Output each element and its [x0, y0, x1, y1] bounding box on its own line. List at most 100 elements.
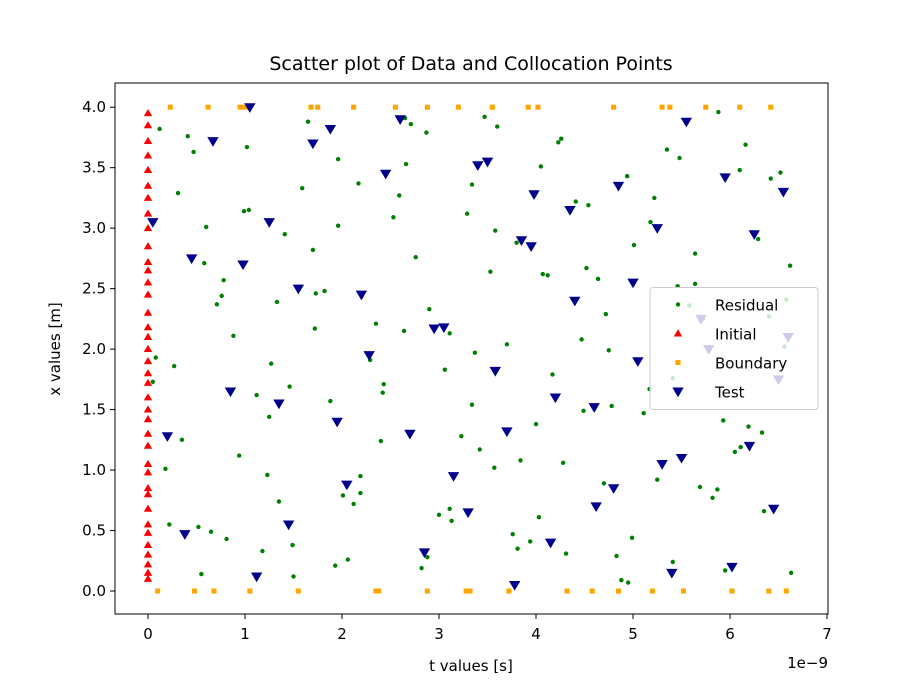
point — [732, 449, 738, 455]
point — [737, 167, 742, 173]
point — [373, 588, 379, 594]
point — [424, 104, 430, 110]
point — [143, 242, 153, 250]
point — [710, 495, 715, 501]
point — [373, 321, 379, 326]
point — [629, 535, 635, 540]
point — [358, 473, 363, 479]
point — [482, 114, 487, 120]
point — [224, 536, 229, 542]
point — [489, 104, 495, 110]
point — [331, 417, 343, 428]
point — [221, 277, 226, 283]
point — [624, 173, 630, 179]
point — [143, 165, 153, 174]
point — [469, 182, 475, 187]
point — [219, 293, 224, 299]
legend-marker — [675, 302, 681, 307]
point — [167, 104, 173, 110]
point — [143, 332, 153, 340]
point — [397, 193, 402, 198]
point — [515, 546, 520, 551]
point — [143, 468, 153, 476]
point — [584, 265, 589, 271]
point — [438, 323, 450, 334]
point — [313, 291, 319, 296]
legend-marker — [673, 329, 683, 337]
point — [310, 247, 316, 253]
point — [767, 504, 780, 515]
point — [171, 363, 177, 369]
point — [143, 484, 153, 492]
point — [611, 104, 617, 110]
point — [143, 181, 153, 189]
point — [609, 403, 614, 409]
point — [783, 588, 789, 594]
point — [175, 190, 181, 196]
point — [355, 290, 368, 301]
y-axis-label: x values [m] — [46, 302, 64, 396]
legend-marker — [675, 359, 681, 366]
point — [504, 342, 510, 347]
point — [143, 290, 153, 298]
point — [518, 458, 523, 463]
point — [143, 136, 153, 144]
point — [290, 542, 295, 548]
point — [143, 223, 153, 232]
point — [722, 568, 728, 573]
x-tick-label: 7 — [822, 625, 832, 643]
y-tick-label: 3.5 — [82, 159, 106, 177]
point — [680, 588, 686, 594]
x-tick-label: 1 — [240, 625, 250, 643]
point — [241, 209, 247, 214]
point — [703, 104, 709, 110]
point — [768, 104, 774, 110]
point — [199, 571, 204, 577]
point — [143, 369, 153, 377]
point — [268, 361, 274, 366]
point — [260, 548, 265, 554]
point — [606, 348, 611, 353]
point — [312, 326, 318, 331]
point — [161, 432, 174, 442]
point — [276, 499, 282, 504]
point — [667, 104, 673, 110]
point — [544, 538, 557, 549]
legend-marker — [672, 387, 684, 398]
point — [738, 444, 743, 450]
point — [595, 276, 601, 282]
point — [358, 490, 363, 496]
point — [652, 195, 657, 201]
point — [247, 588, 253, 594]
point — [378, 438, 383, 444]
point — [237, 104, 243, 110]
point — [143, 405, 153, 413]
point — [356, 181, 361, 186]
point — [419, 565, 424, 571]
point — [467, 588, 473, 594]
point — [300, 186, 305, 191]
point — [729, 588, 735, 594]
point — [501, 427, 513, 438]
point — [265, 472, 270, 478]
point — [692, 251, 698, 256]
point — [563, 551, 569, 556]
point — [469, 402, 475, 407]
point — [472, 350, 478, 355]
point — [656, 460, 668, 470]
legend-label: Initial — [715, 326, 757, 344]
point — [345, 557, 351, 562]
x-tick-label: 5 — [628, 625, 638, 643]
point — [322, 288, 327, 294]
point — [664, 147, 670, 152]
point — [185, 254, 198, 265]
point — [589, 588, 595, 594]
point — [185, 134, 190, 139]
point — [715, 487, 720, 492]
point — [292, 284, 305, 295]
point — [413, 254, 418, 260]
point — [167, 522, 172, 527]
point — [143, 308, 153, 316]
point — [192, 588, 198, 594]
point — [778, 170, 783, 175]
